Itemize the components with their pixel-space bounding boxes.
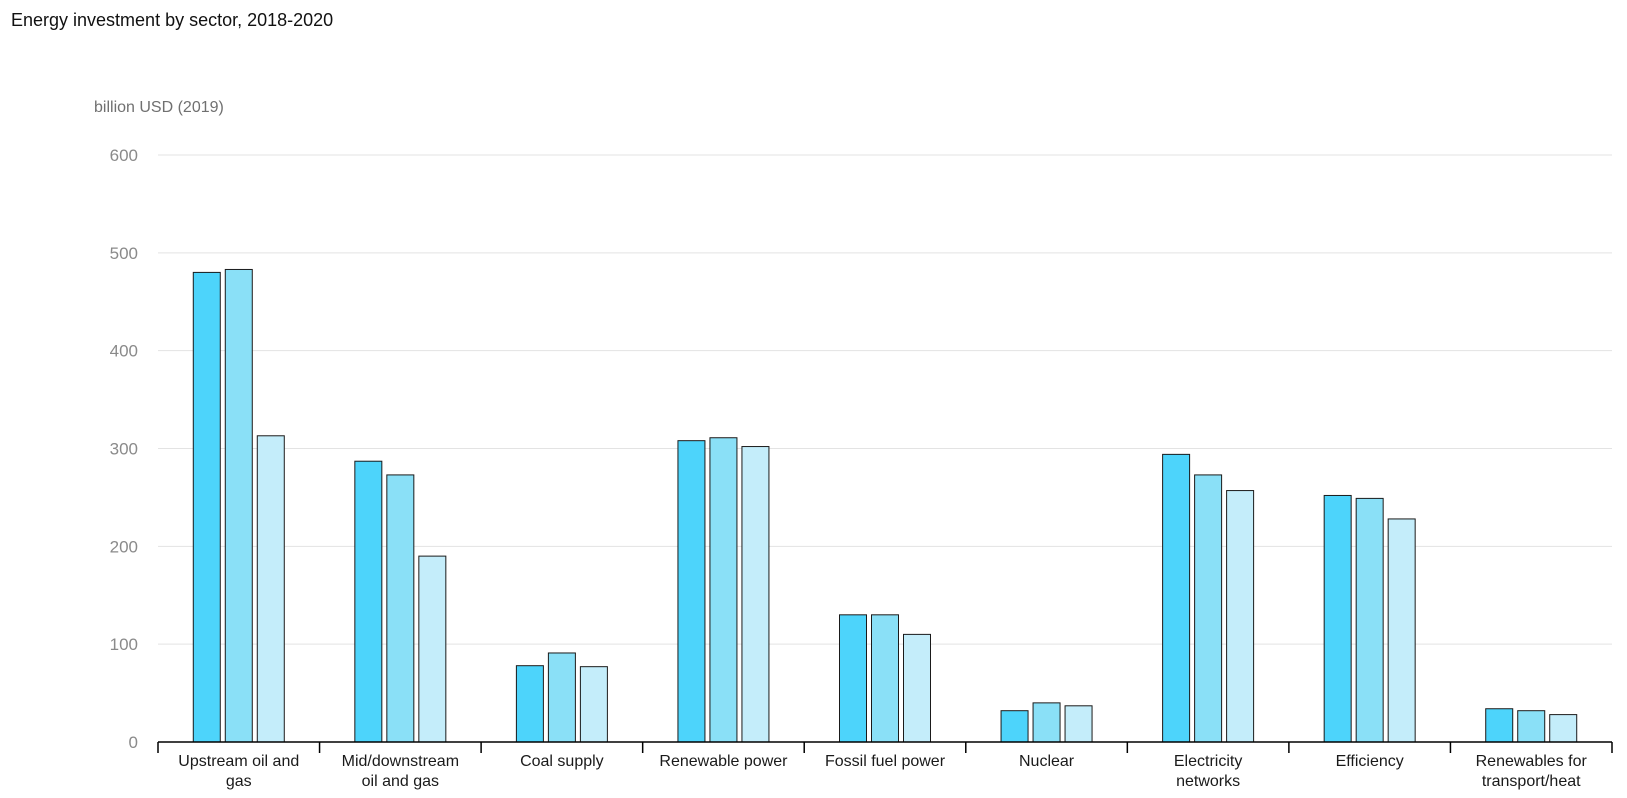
bar	[418, 555, 447, 743]
x-axis	[157, 741, 1613, 753]
x-category-label-line: Fossil fuel power	[825, 753, 946, 770]
y-tick-label: 0	[129, 733, 138, 752]
x-category-label-line: Renewables for	[1476, 753, 1588, 770]
bar	[515, 665, 544, 743]
y-tick-label: 500	[110, 244, 138, 263]
y-tick-label: 400	[110, 342, 138, 361]
bar	[1226, 490, 1255, 743]
x-axis-labels: Upstream oil and gas Mid/downstream oil and…	[178, 753, 1587, 790]
bar	[579, 666, 608, 743]
bar	[677, 440, 706, 743]
x-category-label-line: Nuclear	[1019, 753, 1075, 770]
bar	[224, 268, 253, 743]
x-category-label: Mid/downstream oil and gas	[342, 753, 459, 790]
bars	[192, 268, 1578, 743]
bar	[1064, 705, 1093, 743]
x-category-label: Upstream oil and gas	[178, 753, 299, 790]
bar	[839, 614, 867, 743]
x-category-label: Electricity networks	[1174, 753, 1242, 790]
bar	[871, 614, 899, 743]
y-tick-label: 600	[110, 146, 138, 165]
bar	[1355, 497, 1384, 743]
bar	[1485, 708, 1514, 743]
bar	[256, 435, 285, 743]
x-category-label-line: Renewable power	[659, 753, 788, 770]
bar	[192, 271, 221, 743]
x-category-label-line: gas	[226, 773, 252, 790]
bar	[1000, 710, 1029, 743]
chart-title: Energy investment by sector, 2018-2020	[11, 10, 334, 30]
y-tick-label: 200	[110, 537, 138, 556]
y-axis-unit-label: billion USD (2019)	[94, 99, 224, 116]
x-category-label: Efficiency	[1336, 753, 1404, 770]
bar	[547, 652, 576, 743]
bar	[1162, 453, 1191, 743]
y-tick-label: 100	[110, 635, 138, 654]
x-category-label-line: Upstream oil and	[178, 753, 299, 770]
bar	[1032, 702, 1061, 743]
x-category-label-line: Coal supply	[520, 753, 604, 770]
bar	[1517, 710, 1546, 743]
x-category-label: Renewable power	[659, 753, 788, 770]
y-axis-ticks: 0 100 200 300 400 500 600	[110, 146, 138, 752]
bar	[1194, 474, 1223, 743]
bar	[1549, 714, 1578, 743]
bar	[709, 437, 738, 743]
x-category-label: Fossil fuel power	[825, 753, 946, 770]
x-category-label: Coal supply	[520, 753, 604, 770]
y-tick-label: 300	[110, 440, 138, 459]
x-category-label-line: transport/heat	[1482, 773, 1581, 790]
x-category-label: Nuclear	[1019, 753, 1075, 770]
bar	[1387, 518, 1416, 743]
bar	[386, 474, 415, 743]
x-category-label-line: Efficiency	[1336, 753, 1404, 770]
bar	[903, 633, 931, 743]
bar	[741, 446, 770, 743]
x-category-label: Renewables for transport/heat	[1476, 753, 1588, 790]
x-category-label-line: oil and gas	[362, 773, 439, 790]
bar	[354, 460, 383, 743]
x-category-label-line: Mid/downstream	[342, 753, 459, 770]
x-category-label-line: Electricity	[1174, 753, 1242, 770]
bar	[1323, 494, 1352, 743]
x-category-label-line: networks	[1176, 773, 1240, 790]
